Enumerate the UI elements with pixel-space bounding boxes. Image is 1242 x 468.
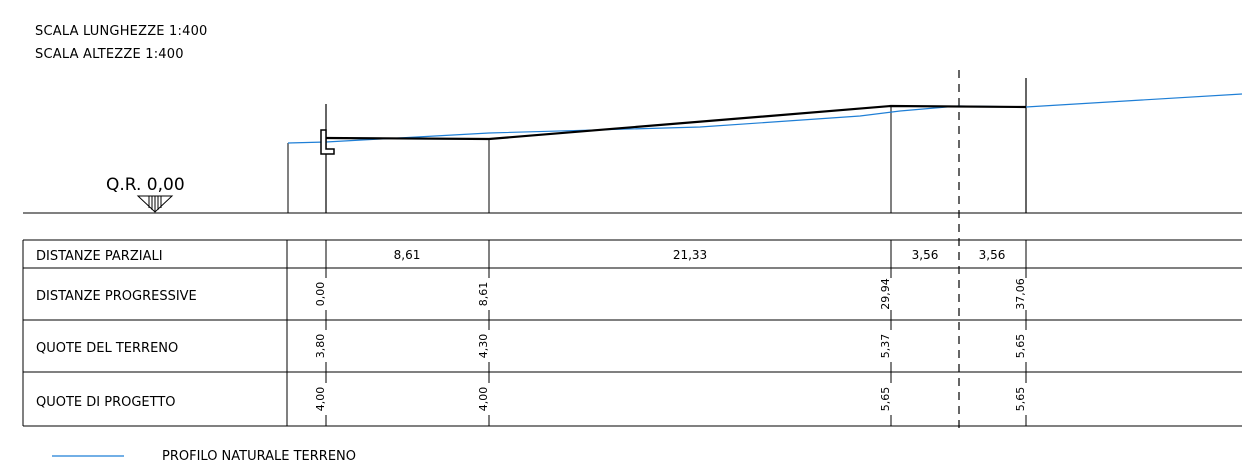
station-progressive-value: 8,61 (477, 282, 490, 307)
station-progressive-value: 0,00 (314, 282, 327, 307)
height-scale-label: SCALA ALTEZZE 1:400 (35, 47, 184, 62)
reference-level-icon (136, 195, 174, 213)
station-project-value: 5,65 (1014, 387, 1027, 412)
station-terrain-value: 5,65 (1014, 334, 1027, 359)
row-label-terrain-heights: QUOTE DEL TERRENO (36, 341, 178, 356)
row-label-project-heights: QUOTE DI PROGETTO (36, 395, 176, 410)
legend-terrain-label: PROFILO NATURALE TERRENO (162, 449, 356, 464)
station-project-value: 4,00 (314, 387, 327, 412)
station-terrain-value: 3,80 (314, 334, 327, 359)
terrain-profile-line (287, 93, 1242, 144)
station-progressive-value: 29,94 (879, 278, 892, 310)
station-terrain-value: 5,37 (879, 334, 892, 359)
project-profile-line (325, 104, 1027, 141)
station-progressive-value: 37,06 (1014, 278, 1027, 310)
station-values: 0,00 3,80 4,00 8,61 4,30 4,00 29,94 5,37 5,65 37,… (314, 278, 1027, 411)
station-ticks (325, 268, 1027, 426)
retaining-wall-detail (320, 129, 335, 155)
reference-level-label: Q.R. 0,00 (106, 175, 185, 195)
profile-table (22, 239, 1242, 427)
station-project-value: 5,65 (879, 387, 892, 412)
length-scale-label: SCALA LUNGHEZZE 1:400 (35, 24, 208, 39)
row-label-partial-distances: DISTANZE PARZIALI (36, 249, 163, 264)
partial-distance-1: 8,61 (394, 248, 421, 262)
station-terrain-value: 4,30 (477, 334, 490, 359)
partial-distance-3: 3,56 (912, 248, 939, 262)
partial-distance-2: 21,33 (673, 248, 707, 262)
station-project-value: 4,00 (477, 387, 490, 412)
partial-distance-4: 3,56 (979, 248, 1006, 262)
row-label-progressive-distances: DISTANZE PROGRESSIVE (36, 289, 197, 304)
